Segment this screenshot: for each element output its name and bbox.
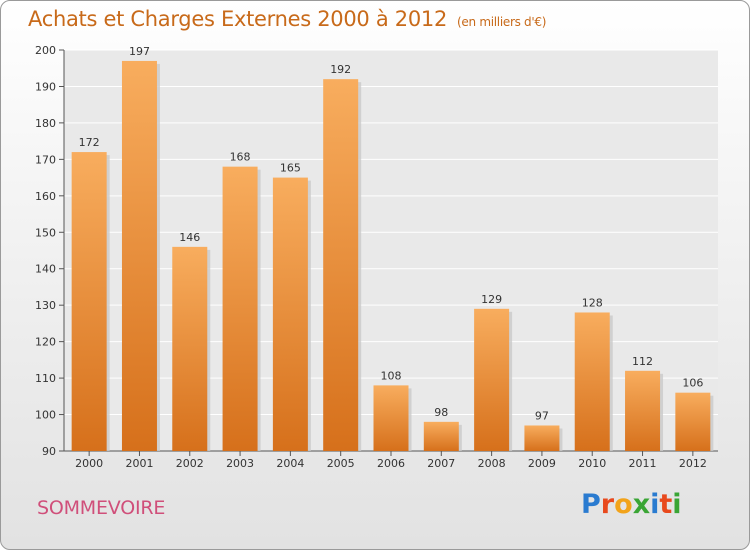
chart-title: Achats et Charges Externes 2000 à 2012 (e… [28,7,546,31]
bar-value-label: 146 [179,231,200,244]
y-tick-label: 140 [35,263,56,276]
commune-name: SOMMEVOIRE [37,497,166,519]
x-tick-label: 2011 [629,457,657,470]
y-tick-label: 120 [35,336,56,349]
bar-value-label: 129 [481,293,502,306]
logo-letter: o [614,489,633,520]
bar [574,312,610,451]
x-tick-label: 2000 [75,457,103,470]
x-tick-label: 2003 [226,457,254,470]
bar-value-label: 168 [230,151,251,164]
bar-value-label: 98 [434,406,448,419]
bar-value-label: 97 [535,409,549,422]
bar [625,370,661,451]
logo-letter: P [581,489,601,520]
x-tick-label: 2001 [125,457,153,470]
bar [71,152,107,451]
bar-value-label: 106 [682,377,703,390]
bar [423,421,459,451]
bar [524,425,560,451]
y-tick-label: 200 [35,44,56,57]
bar-value-label: 172 [79,136,100,149]
y-tick-label: 170 [35,153,56,166]
logo-letter: x [632,489,651,520]
bar-value-label: 192 [330,63,351,76]
bar-value-label: 197 [129,45,150,58]
x-tick-label: 2007 [427,457,455,470]
y-tick-label: 150 [35,226,56,239]
bar [172,246,208,451]
proxiti-logo[interactable]: Proxiti [581,489,682,520]
logo-letter: i [672,489,682,520]
bar [222,166,258,451]
chart-title-text: Achats et Charges Externes 2000 à 2012 [28,7,448,31]
logo-letter: r [600,489,615,520]
y-tick-label: 110 [35,372,56,385]
bar [121,60,157,451]
y-tick-label: 160 [35,190,56,203]
x-tick-label: 2004 [276,457,304,470]
chart-subtitle: (en milliers d'€) [457,15,547,29]
bar-value-label: 108 [381,369,402,382]
bar [272,177,308,451]
x-tick-label: 2010 [578,457,606,470]
bar [373,385,409,451]
x-tick-label: 2009 [528,457,556,470]
x-tick-label: 2008 [478,457,506,470]
y-tick-label: 190 [35,80,56,93]
logo-letter: t [659,489,673,520]
bar [323,79,359,451]
y-tick-label: 180 [35,117,56,130]
bar-value-label: 112 [632,355,653,368]
y-tick-label: 130 [35,299,56,312]
bar [675,392,711,451]
x-tick-label: 2012 [679,457,707,470]
y-tick-label: 100 [35,409,56,422]
bar [474,308,510,451]
bar-value-label: 128 [582,296,603,309]
logo-letter: i [650,489,660,520]
bar-value-label: 165 [280,162,301,175]
y-tick-label: 90 [42,445,56,458]
x-tick-label: 2006 [377,457,405,470]
x-tick-label: 2005 [327,457,355,470]
x-tick-label: 2002 [176,457,204,470]
